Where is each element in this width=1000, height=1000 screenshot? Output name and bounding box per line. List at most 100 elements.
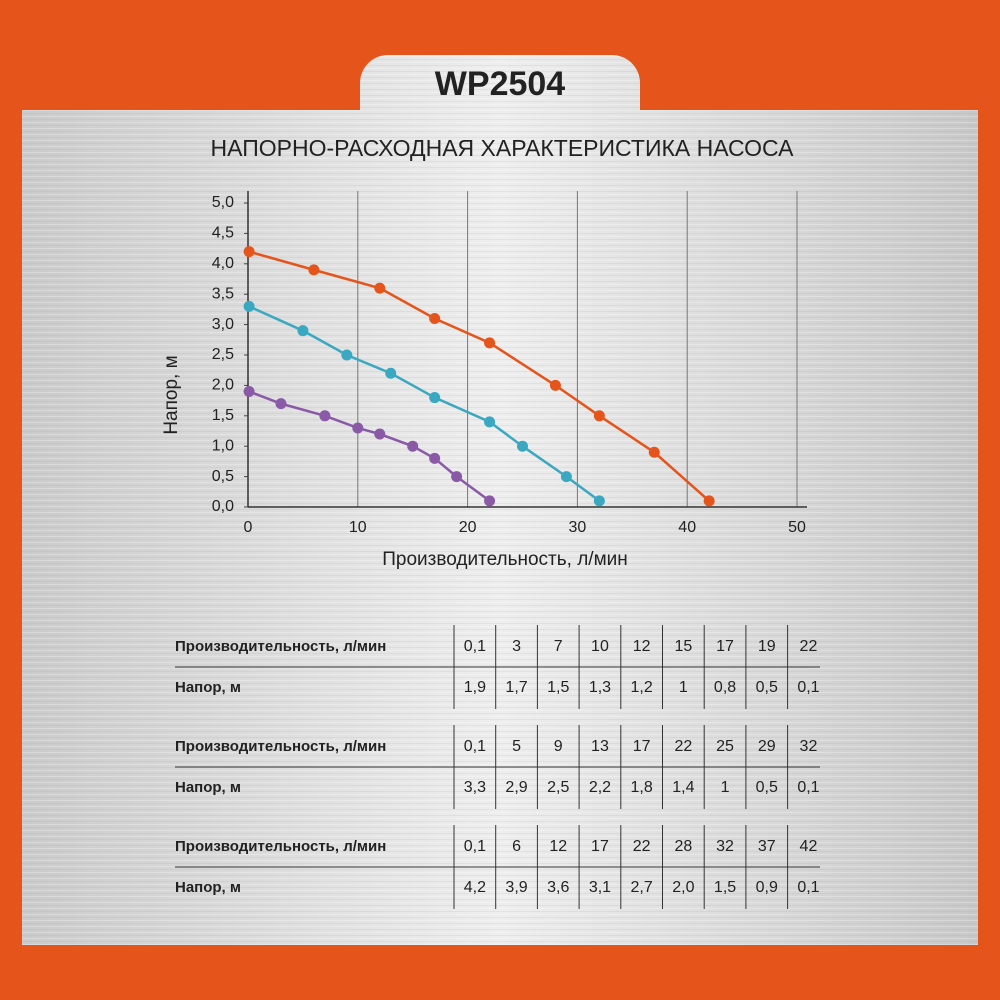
data-point <box>341 349 353 361</box>
x-tick-label: 20 <box>459 519 477 536</box>
table-cell: 37 <box>758 838 776 855</box>
table-cell: 2,0 <box>672 879 694 896</box>
table-cell: 1 <box>721 779 730 796</box>
table-cell: 0,1 <box>464 738 486 755</box>
table-cell: 25 <box>716 738 734 755</box>
x-tick-label: 30 <box>569 519 587 536</box>
data-point <box>648 446 660 458</box>
y-tick-label: 3,0 <box>212 316 234 333</box>
table-cell: 1 <box>679 679 688 696</box>
data-point <box>374 428 386 440</box>
x-tick-label: 50 <box>788 519 806 536</box>
table-cell: 1,3 <box>589 679 611 696</box>
table-cell: 22 <box>674 738 692 755</box>
data-point <box>484 337 496 349</box>
table-cell: 4,2 <box>464 879 486 896</box>
table-cell: 0,1 <box>797 779 819 796</box>
table-cell: 9 <box>554 738 563 755</box>
data-point <box>451 471 463 483</box>
data-point <box>243 300 255 312</box>
table-cell: 0,1 <box>797 879 819 896</box>
y-tick-label: 4,5 <box>212 225 234 242</box>
table-cell: 3 <box>512 638 521 655</box>
row-header: Производительность, л/мин <box>175 838 386 855</box>
table-cell: 32 <box>800 738 818 755</box>
table-cell: 1,7 <box>505 679 527 696</box>
table-cell: 13 <box>591 738 609 755</box>
table-cell: 17 <box>716 638 734 655</box>
table-cell: 29 <box>758 738 776 755</box>
table-cell: 1,2 <box>631 679 653 696</box>
y-tick-label: 2,0 <box>212 377 234 394</box>
table-cell: 3,1 <box>589 879 611 896</box>
data-point <box>484 416 496 428</box>
table-cell: 3,9 <box>505 879 527 896</box>
table-cell: 2,7 <box>631 879 653 896</box>
table-cell: 22 <box>800 638 818 655</box>
table-cell: 2,5 <box>547 779 569 796</box>
table-cell: 6 <box>512 838 521 855</box>
table-cell: 0,8 <box>714 679 736 696</box>
data-point <box>243 385 255 397</box>
data-point <box>593 410 605 422</box>
table-cell: 0,5 <box>756 779 778 796</box>
data-point <box>429 392 441 404</box>
y-tick-label: 4,0 <box>212 255 234 272</box>
table-cell: 1,5 <box>714 879 736 896</box>
table-cell: 0,1 <box>464 638 486 655</box>
data-point <box>374 282 386 294</box>
table-cell: 1,4 <box>672 779 694 796</box>
table-cell: 22 <box>633 838 651 855</box>
y-tick-label: 0,0 <box>212 498 234 515</box>
title-tab <box>360 55 640 165</box>
table-cell: 28 <box>674 838 692 855</box>
table-cell: 0,5 <box>756 679 778 696</box>
table-cell: 1,5 <box>547 679 569 696</box>
table-cell: 7 <box>554 638 563 655</box>
table-cell: 42 <box>800 838 818 855</box>
data-point <box>517 440 528 452</box>
table-cell: 0,1 <box>464 838 486 855</box>
plot: 0 10 20 30 40 50 0,0 0,5 1,0 1,5 2,0 2,5 3,0 3,5 4,0 4,… <box>212 191 807 536</box>
data-point <box>560 471 572 483</box>
row-header: Производительность, л/мин <box>175 638 386 655</box>
chart-title: НАПОРНО-РАСХОДНАЯ ХАРАКТЕРИСТИКА НАСОСА <box>211 135 795 161</box>
data-point <box>297 325 309 337</box>
row-header: Напор, м <box>175 679 241 696</box>
table-cell: 5 <box>512 738 521 755</box>
y-tick-label: 5,0 <box>212 194 234 211</box>
table-cell: 2,2 <box>589 779 611 796</box>
data-point <box>319 410 331 422</box>
data-point <box>549 379 561 391</box>
data-point <box>308 264 320 276</box>
table-cell: 0,9 <box>756 879 778 896</box>
data-point <box>593 495 605 507</box>
table-cell: 17 <box>591 838 609 855</box>
table-cell: 12 <box>633 638 651 655</box>
row-header: Напор, м <box>175 879 241 896</box>
tables: Производительность, л/мин 0,1 3 7 10 12 15 17 19… <box>175 625 820 909</box>
row-header: Производительность, л/мин <box>175 738 386 755</box>
table-cell: 12 <box>549 838 567 855</box>
y-tick-label: 0,5 <box>212 468 234 485</box>
y-tick-label: 3,5 <box>212 285 234 302</box>
table-cell: 10 <box>591 638 609 655</box>
table-cell: 3,6 <box>547 879 569 896</box>
table-cell: 15 <box>674 638 692 655</box>
data-point <box>703 495 715 507</box>
table-cell: 32 <box>716 838 734 855</box>
table-cell: 0,1 <box>797 679 819 696</box>
data-point <box>407 440 419 452</box>
table-cell: 3,3 <box>464 779 486 796</box>
product-title: WP2504 <box>435 65 565 103</box>
panel <box>22 110 978 945</box>
data-point <box>484 495 496 507</box>
y-tick-label: 1,0 <box>212 437 234 454</box>
data-point <box>243 246 255 258</box>
data-point <box>429 313 441 325</box>
row-header: Напор, м <box>175 779 241 796</box>
y-tick-label: 2,5 <box>212 346 234 363</box>
y-axis-label: Напор, м <box>161 355 182 434</box>
table-cell: 2,9 <box>505 779 527 796</box>
